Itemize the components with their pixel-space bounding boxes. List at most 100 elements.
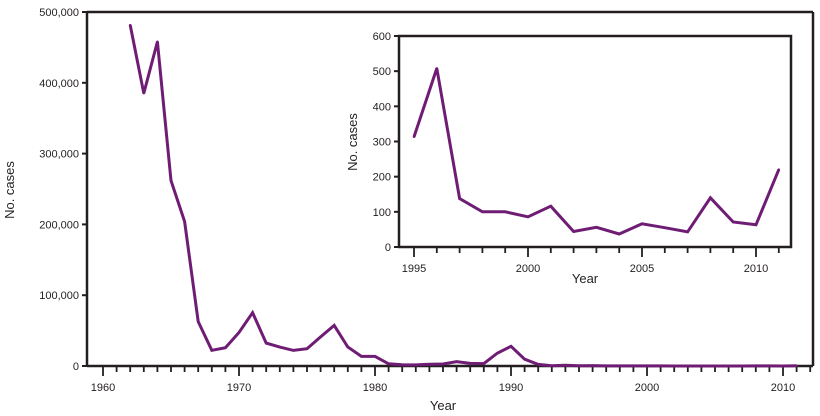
data-point bbox=[523, 357, 526, 361]
y-tick-label: 300 bbox=[373, 137, 391, 149]
data-point bbox=[537, 363, 540, 366]
y-tick-label: 500,000 bbox=[39, 7, 79, 19]
data-point bbox=[455, 360, 458, 363]
data-point bbox=[224, 346, 227, 349]
data-point bbox=[732, 220, 735, 224]
data-point bbox=[754, 364, 757, 368]
y-tick-label: 300,000 bbox=[39, 149, 79, 161]
data-point bbox=[591, 364, 594, 367]
data-point bbox=[333, 324, 336, 327]
y-axis-label: No. cases bbox=[345, 113, 360, 171]
data-point bbox=[632, 364, 635, 368]
data-point bbox=[686, 230, 689, 234]
data-point bbox=[663, 226, 666, 229]
data-point bbox=[265, 341, 268, 345]
data-point bbox=[509, 345, 513, 348]
data-point bbox=[700, 364, 703, 368]
y-tick-label: 0 bbox=[385, 242, 391, 254]
data-point bbox=[686, 364, 689, 368]
y-tick-label: 400 bbox=[373, 101, 391, 113]
data-point bbox=[373, 355, 377, 358]
data-point bbox=[278, 345, 281, 349]
x-tick-label: 1960 bbox=[91, 382, 115, 394]
inset-frame bbox=[397, 34, 793, 249]
data-point bbox=[673, 364, 676, 368]
data-point bbox=[572, 230, 575, 233]
y-tick-label: 400,000 bbox=[39, 78, 79, 90]
y-tick-label: 500 bbox=[373, 66, 391, 78]
x-axis-label: Year bbox=[572, 271, 599, 286]
data-point bbox=[435, 67, 438, 70]
inset-chart bbox=[394, 34, 793, 257]
y-tick-label: 100 bbox=[373, 207, 391, 219]
x-tick-label: 2000 bbox=[635, 382, 659, 394]
data-point bbox=[768, 364, 771, 368]
data-point bbox=[618, 364, 621, 368]
data-point bbox=[526, 215, 530, 218]
data-point bbox=[292, 349, 295, 352]
y-tick-label: 100,000 bbox=[39, 290, 79, 302]
x-tick-label: 2010 bbox=[744, 263, 768, 275]
data-point bbox=[305, 347, 309, 350]
y-tick-label: 200,000 bbox=[39, 219, 79, 231]
x-tick-label: 1980 bbox=[363, 382, 387, 394]
data-point bbox=[777, 168, 780, 171]
x-tick-label: 2000 bbox=[516, 263, 540, 275]
x-tick-label: 1990 bbox=[499, 382, 523, 394]
data-point bbox=[412, 135, 416, 139]
data-point bbox=[156, 40, 159, 43]
series-line bbox=[128, 24, 797, 368]
data-point bbox=[401, 363, 404, 366]
data-point bbox=[469, 362, 472, 365]
data-point bbox=[645, 364, 649, 368]
data-point bbox=[129, 23, 132, 27]
data-point bbox=[504, 210, 507, 214]
data-point bbox=[251, 311, 254, 314]
x-tick-label: 2010 bbox=[771, 382, 795, 394]
y-axis-label: No. cases bbox=[2, 161, 17, 219]
x-tick-label: 2005 bbox=[630, 263, 654, 275]
data-point bbox=[481, 210, 484, 214]
data-point bbox=[441, 362, 445, 366]
data-point bbox=[197, 320, 200, 323]
data-point bbox=[659, 364, 662, 368]
y-tick-label: 600 bbox=[373, 31, 391, 43]
main-chart bbox=[82, 10, 815, 376]
data-point bbox=[605, 364, 608, 368]
x-axis-label: Year bbox=[430, 398, 457, 413]
data-point bbox=[210, 349, 213, 352]
y-tick-label: 200 bbox=[373, 172, 391, 184]
data-point bbox=[142, 92, 145, 95]
data-point bbox=[319, 335, 322, 339]
data-point bbox=[387, 362, 390, 365]
data-point bbox=[795, 364, 798, 368]
data-point bbox=[741, 364, 744, 368]
data-point bbox=[428, 362, 431, 366]
data-point bbox=[595, 226, 598, 229]
data-point bbox=[709, 196, 712, 199]
data-point bbox=[237, 331, 241, 334]
x-tick-label: 1995 bbox=[402, 263, 426, 275]
data-point bbox=[754, 223, 758, 227]
y-tick-label: 0 bbox=[73, 361, 79, 373]
data-point bbox=[169, 179, 173, 182]
data-point bbox=[727, 364, 730, 368]
data-point bbox=[640, 222, 644, 225]
data-point bbox=[713, 364, 717, 368]
data-point bbox=[346, 345, 349, 349]
data-point bbox=[360, 355, 363, 358]
data-point bbox=[482, 362, 485, 365]
data-point bbox=[781, 364, 785, 368]
data-point bbox=[414, 363, 417, 367]
data-point bbox=[496, 351, 499, 355]
data-point bbox=[550, 364, 553, 367]
data-point bbox=[564, 364, 567, 367]
x-tick-label: 1970 bbox=[227, 382, 251, 394]
data-point bbox=[618, 232, 621, 236]
data-point bbox=[577, 364, 581, 367]
data-point bbox=[458, 197, 461, 200]
data-point bbox=[183, 220, 186, 223]
data-point bbox=[549, 205, 552, 208]
